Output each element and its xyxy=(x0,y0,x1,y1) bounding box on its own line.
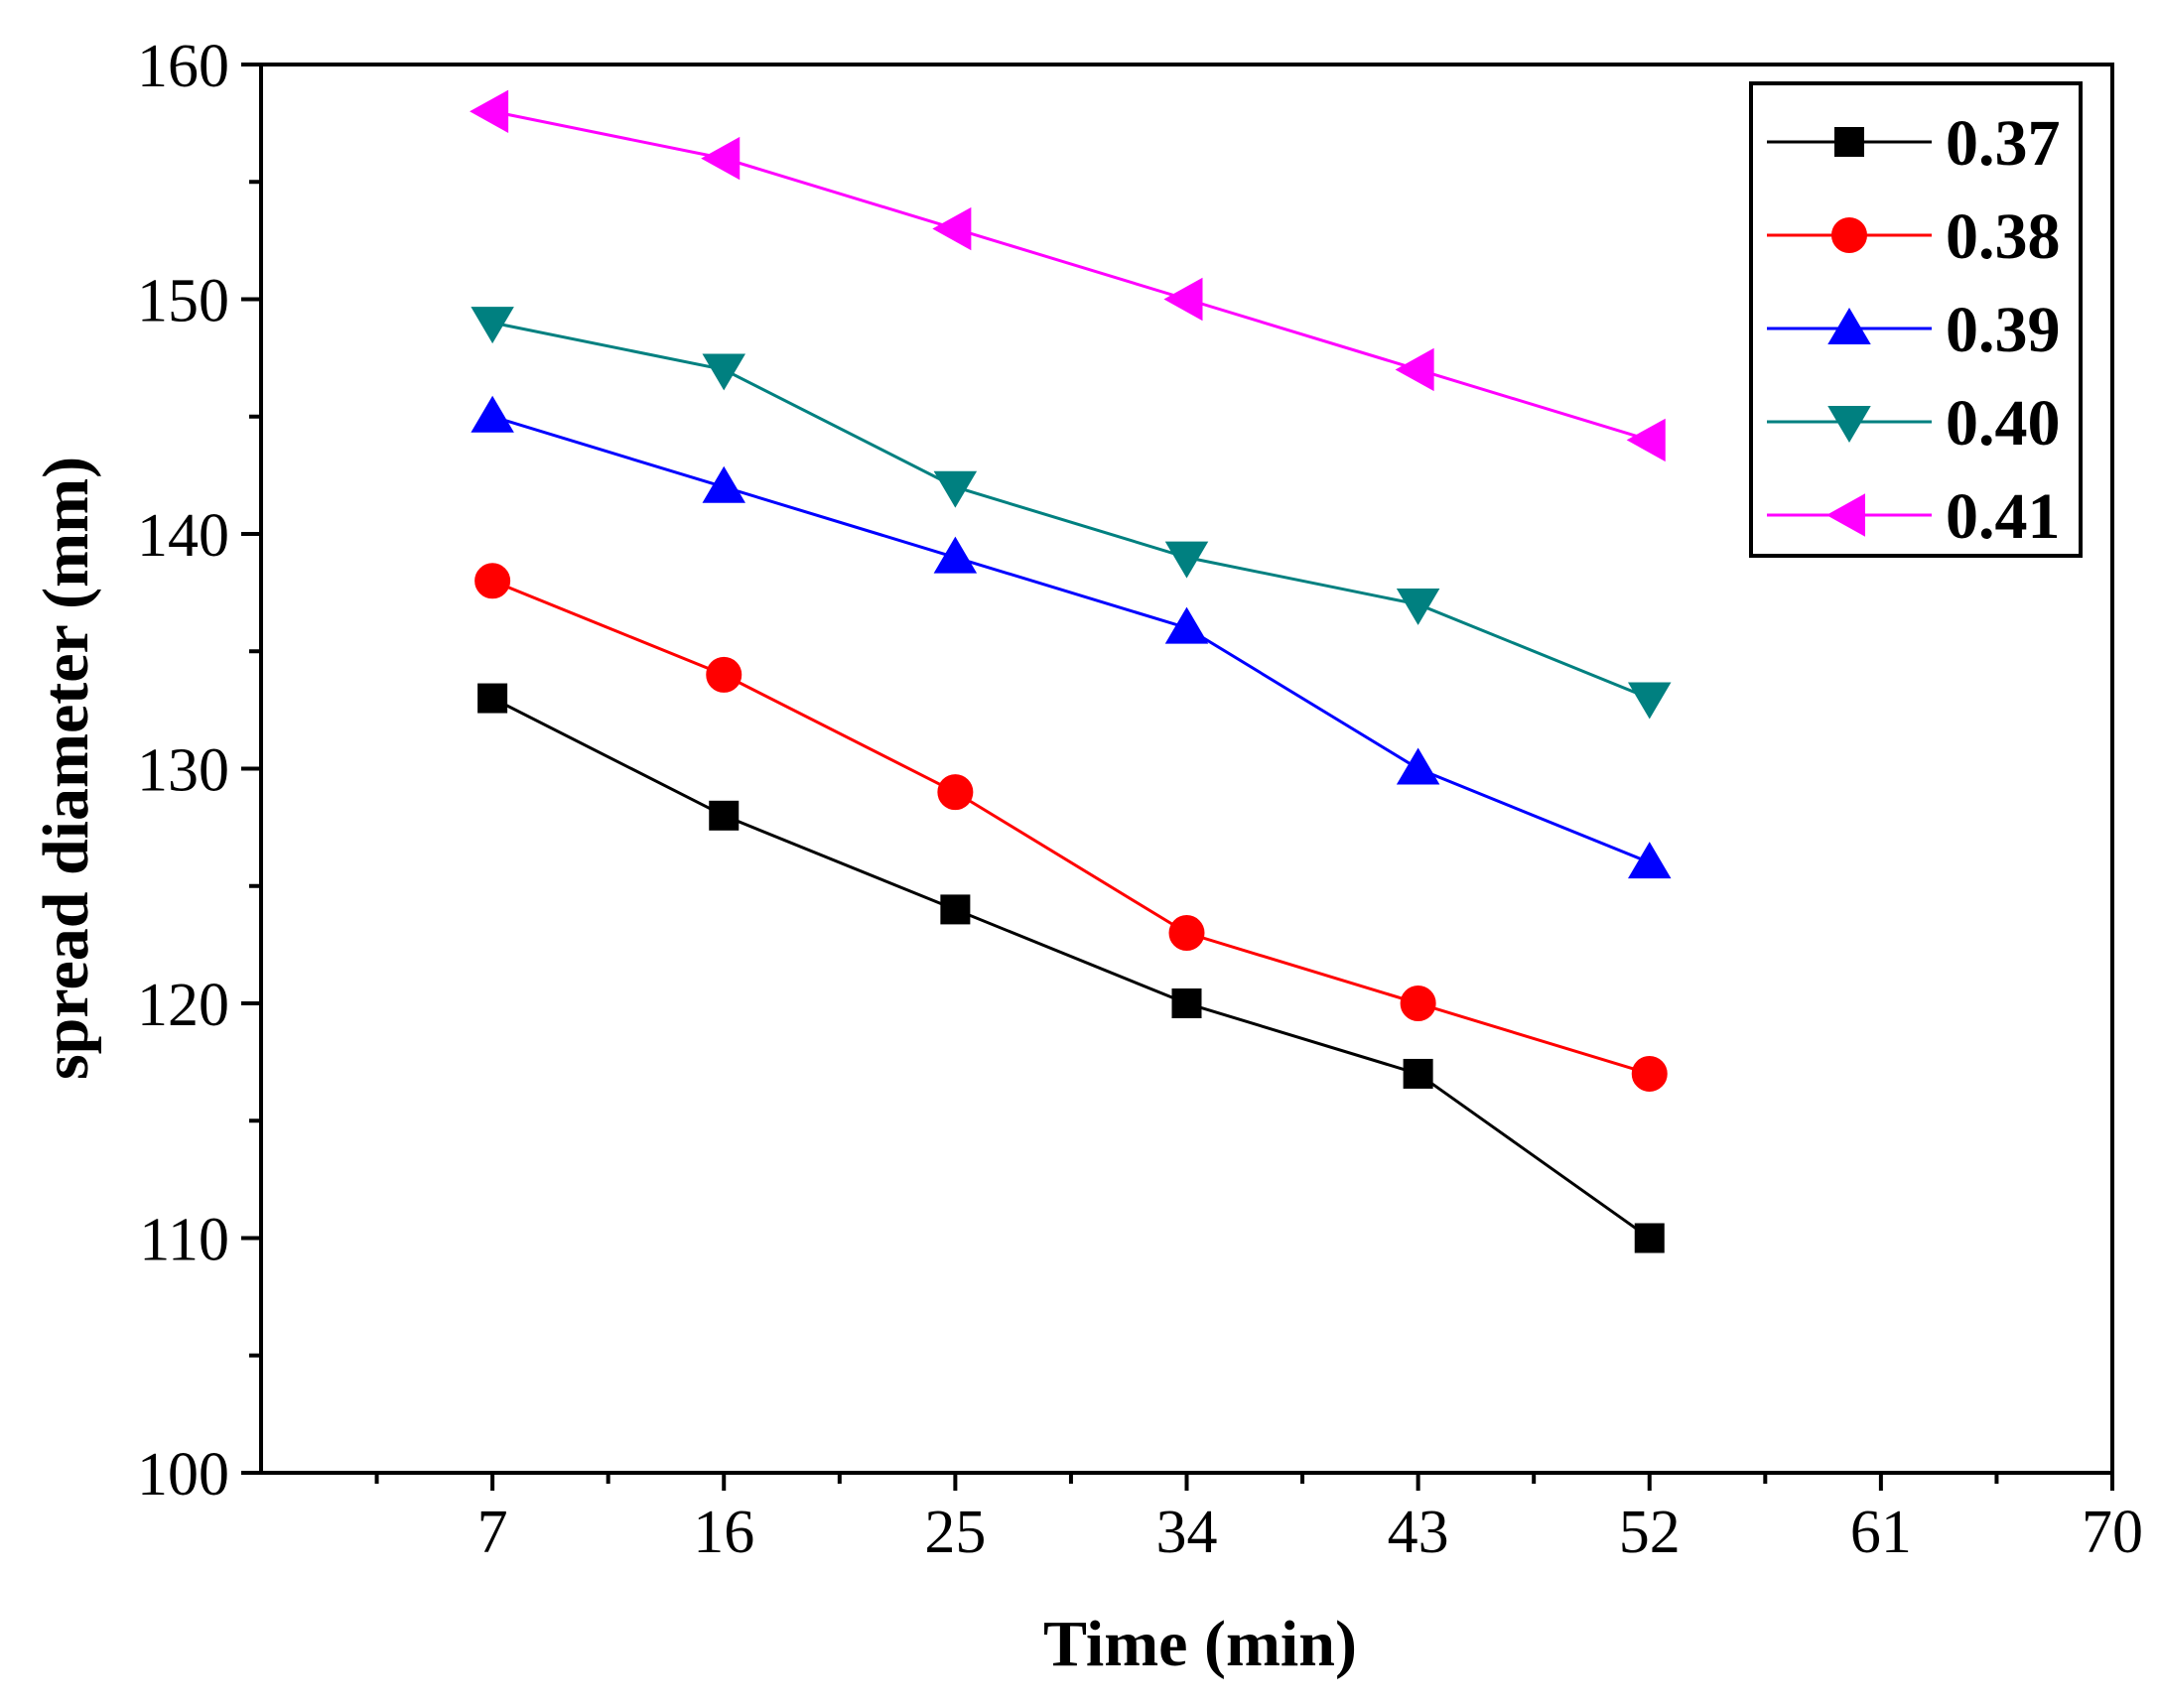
data-point xyxy=(940,894,971,925)
data-point xyxy=(1163,277,1203,322)
legend-item: 0.39 xyxy=(1767,294,2061,366)
y-axis-title: spread diameter (mm) xyxy=(30,457,102,1080)
series-line xyxy=(491,579,1651,1076)
y-tick-label: 140 xyxy=(137,502,229,570)
x-tick-label: 16 xyxy=(693,1499,754,1566)
series-0.39 xyxy=(471,395,1672,879)
data-point xyxy=(933,470,978,508)
legend-box xyxy=(1749,81,2083,558)
data-point xyxy=(1634,1223,1665,1253)
legend-label: 0.39 xyxy=(1946,294,2061,366)
legend-item: 0.38 xyxy=(1767,200,2061,273)
x-tick-label: 34 xyxy=(1156,1499,1218,1566)
data-point xyxy=(702,353,745,391)
data-point xyxy=(1395,347,1434,392)
legend-item: 0.40 xyxy=(1767,387,2061,460)
data-point xyxy=(932,206,972,251)
x-axis: 7 16 25 34 43 52 61 70 xyxy=(374,1473,2143,1566)
legend-label: 0.41 xyxy=(1946,480,2061,553)
legend-marker xyxy=(1827,406,1871,443)
data-point xyxy=(477,683,508,714)
series-line xyxy=(491,415,1651,864)
data-point xyxy=(1396,588,1440,625)
data-point xyxy=(1403,1058,1433,1089)
y-axis: 100 110 120 130 140 150 160 xyxy=(137,33,261,1509)
series-0.37 xyxy=(477,683,1665,1253)
x-tick-label: 25 xyxy=(924,1499,986,1566)
legend-label: 0.38 xyxy=(1946,200,2061,273)
series-0.40 xyxy=(471,307,1672,720)
data-point xyxy=(471,307,514,344)
legend-marker xyxy=(1831,217,1867,253)
y-tick-label: 160 xyxy=(137,33,229,100)
data-point xyxy=(471,395,514,433)
series-0.41 xyxy=(470,89,1666,462)
data-point xyxy=(933,536,978,574)
series-0.38 xyxy=(474,563,1668,1092)
series-line xyxy=(491,321,1651,700)
data-point xyxy=(1171,988,1202,1018)
data-point xyxy=(1164,606,1209,644)
y-tick-label: 100 xyxy=(137,1441,229,1509)
legend-marker xyxy=(1827,308,1871,344)
legend: 0.37 0.38 0.39 0.40 0.41 xyxy=(1749,81,2083,558)
data-point xyxy=(470,89,509,133)
x-tick-label: 70 xyxy=(2082,1499,2143,1566)
data-point xyxy=(1626,418,1666,462)
legend-label: 0.40 xyxy=(1946,387,2061,460)
x-tick-label: 43 xyxy=(1388,1499,1449,1566)
data-point xyxy=(702,465,745,503)
legend-marker xyxy=(1825,493,1865,537)
legend-marker xyxy=(1834,127,1864,157)
series-line xyxy=(491,697,1651,1240)
data-point xyxy=(706,656,742,693)
data-point xyxy=(709,800,740,831)
x-tick-label: 61 xyxy=(1850,1499,1912,1566)
data-point xyxy=(1628,682,1672,720)
data-point xyxy=(1628,842,1672,879)
data-point xyxy=(1631,1055,1668,1092)
data-point xyxy=(701,136,741,181)
data-point xyxy=(474,563,511,599)
x-axis-title: Time (min) xyxy=(1043,1608,1357,1680)
y-tick-label: 120 xyxy=(137,972,229,1039)
data-point xyxy=(1396,747,1440,785)
series-layer xyxy=(470,89,1672,1253)
data-point xyxy=(937,774,974,811)
data-point xyxy=(1400,985,1436,1021)
series-line xyxy=(491,109,1651,442)
legend-item: 0.37 xyxy=(1767,107,2061,180)
legend-label: 0.37 xyxy=(1946,107,2061,180)
legend-item: 0.41 xyxy=(1767,480,2061,553)
x-tick-label: 52 xyxy=(1619,1499,1681,1566)
data-point xyxy=(1168,915,1205,952)
x-tick-label: 7 xyxy=(477,1499,508,1566)
y-tick-label: 130 xyxy=(137,737,229,805)
y-tick-label: 110 xyxy=(139,1207,229,1274)
y-tick-label: 150 xyxy=(137,268,229,335)
data-point xyxy=(1164,541,1209,579)
